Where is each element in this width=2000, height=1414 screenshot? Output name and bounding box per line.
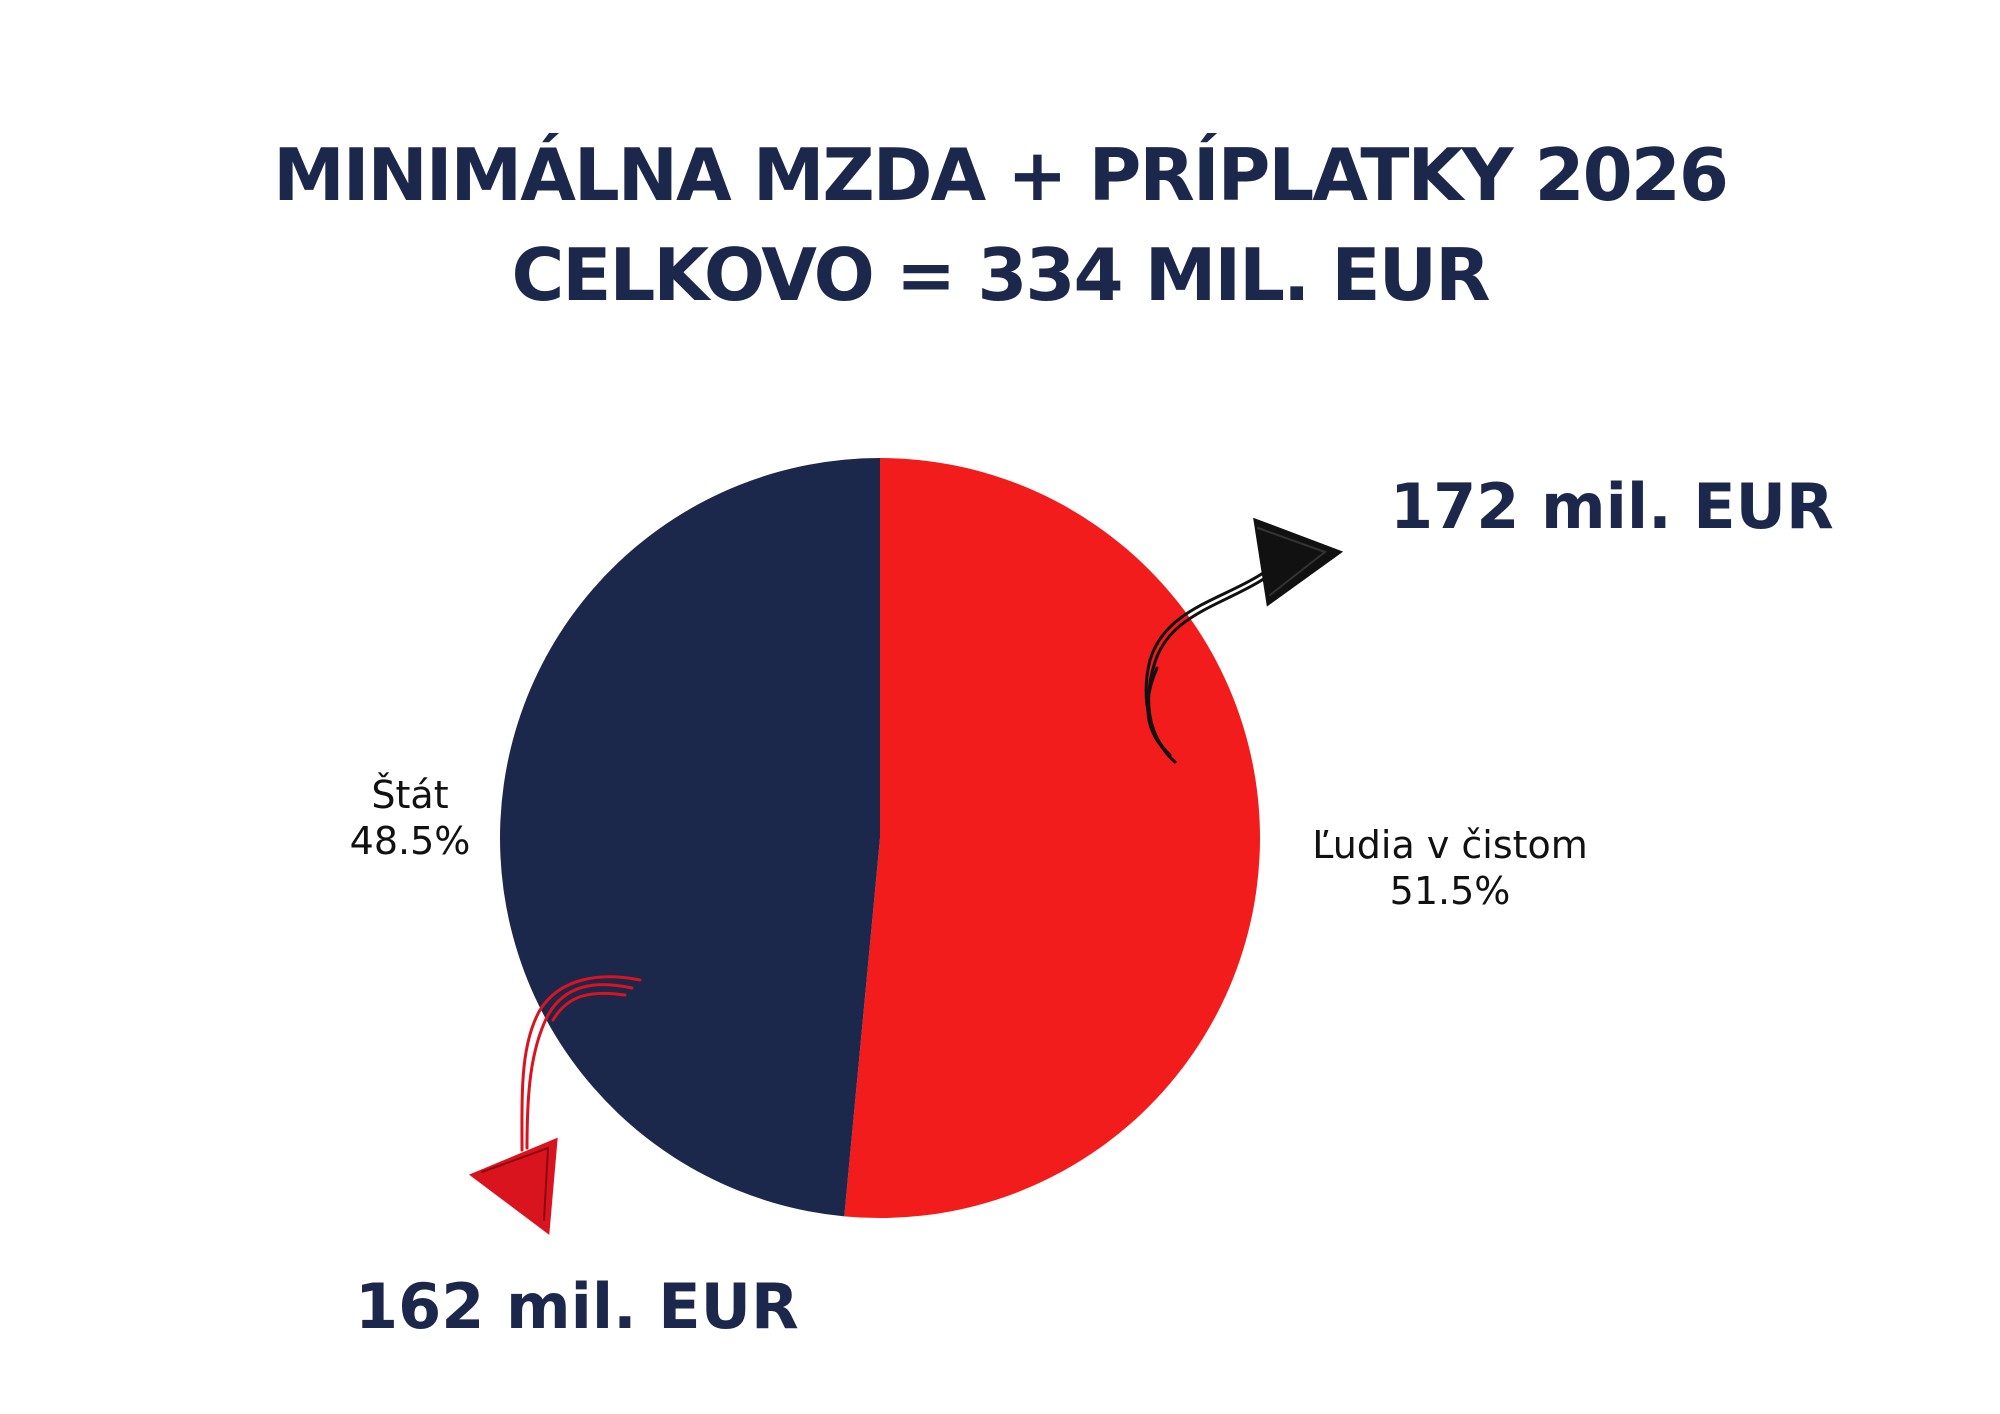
slice-name-ludia: Ľudia v čistom (1312, 823, 1588, 867)
arrow-to-172-icon (1144, 517, 1344, 764)
pie-slice-stat (499, 458, 880, 1217)
pie-slice-ludia (844, 458, 1260, 1218)
slice-percent-stat: 48.5% (349, 819, 471, 863)
chart-title-line1: MINIMÁLNA MZDA + PRÍPLATKY 2026 (273, 133, 1729, 217)
slice-name-stat: Štát (371, 773, 449, 817)
pie-slices (499, 458, 1260, 1218)
slice-percent-ludia: 51.5% (1389, 869, 1511, 913)
arrow-to-162-icon (469, 975, 642, 1235)
slice-label-ludia: Ľudia v čistom 51.5% (1270, 822, 1630, 914)
chart-title-line2: CELKOVO = 334 MIL. EUR (511, 233, 1490, 317)
chart-title: MINIMÁLNA MZDA + PRÍPLATKY 2026 CELKOVO … (0, 125, 2000, 325)
amount-172: 172 mil. EUR (1390, 470, 1834, 543)
amount-162: 162 mil. EUR (355, 1270, 799, 1343)
slice-label-stat: Štát 48.5% (320, 772, 500, 864)
